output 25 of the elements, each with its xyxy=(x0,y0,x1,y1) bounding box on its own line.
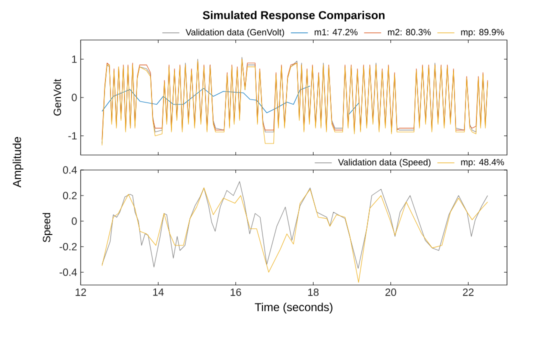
legend-label: mp: 48.4% xyxy=(461,158,504,168)
legend-label: mp: 89.9% xyxy=(461,28,504,38)
y-axis-title: Speed xyxy=(42,213,52,242)
y-tick-label: 0.2 xyxy=(63,192,77,200)
x-tick-label: 12 xyxy=(76,288,86,296)
y-tick-label: 0.4 xyxy=(63,166,77,174)
x-tick-label: 22 xyxy=(462,288,474,296)
x-tick-label: 14 xyxy=(153,288,164,296)
text: Amplitude xyxy=(12,137,24,188)
y-tick-label: -0.4 xyxy=(60,268,77,276)
legend-label: m2: 80.3% xyxy=(388,28,431,36)
chart-title: Simulated Response Comparison xyxy=(202,10,384,22)
y-tick-label: 1 xyxy=(72,56,77,63)
legend-label: m1: 47.2% xyxy=(314,28,358,36)
y-tick-label: -0.2 xyxy=(60,242,77,250)
legend-label: Validation data (Speed) xyxy=(338,158,431,168)
y-tick-label: 0 xyxy=(72,94,77,102)
y-tick-label: 0 xyxy=(72,217,77,225)
legend-label: Validation data (GenVolt) xyxy=(186,28,284,38)
y-axis-title: GenVolt xyxy=(53,78,62,116)
x-tick-label: 20 xyxy=(385,288,396,296)
y-tick-label: -1 xyxy=(68,132,77,140)
x-tick-label: 18 xyxy=(308,288,319,296)
x-axis-title: Time (seconds) xyxy=(254,302,332,314)
x-tick-label: 16 xyxy=(230,288,242,296)
